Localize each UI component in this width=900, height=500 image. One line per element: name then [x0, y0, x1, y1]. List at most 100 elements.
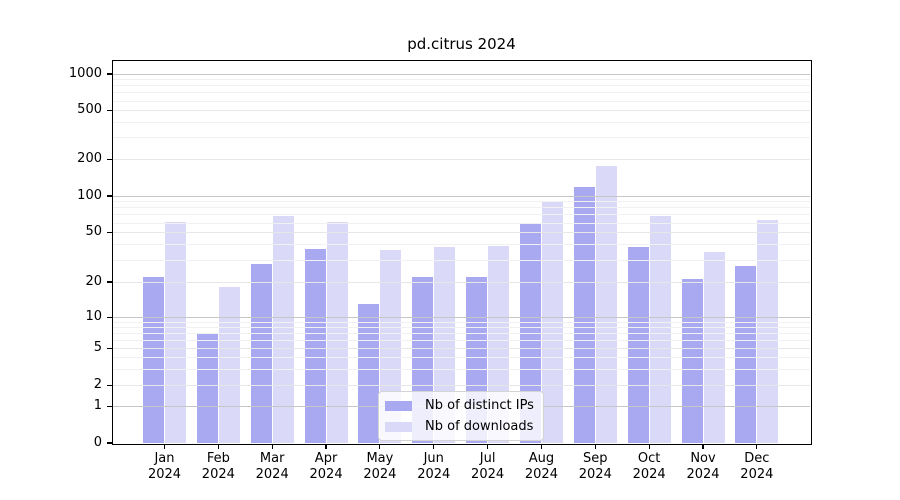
- bar-nb-of-distinct-ips-dec: [735, 265, 757, 443]
- bar-nb-of-downloads-apr: [326, 222, 348, 443]
- y-tick-label-500: 500: [77, 102, 102, 118]
- y-tick-label-10: 10: [85, 308, 102, 324]
- gridline-y-70: [113, 214, 810, 216]
- bar-nb-of-downloads-dec: [757, 219, 779, 443]
- legend-label-downloads: Nb of downloads: [425, 419, 534, 434]
- bar-nb-of-downloads-feb: [218, 287, 240, 443]
- x-tick-month-apr: Apr: [314, 451, 338, 466]
- legend-item-distinct-ips: Nb of distinct IPs: [385, 398, 535, 413]
- gridline-y-2: [113, 385, 810, 387]
- x-tick-year-sep: 2024: [578, 466, 612, 482]
- x-tick-year-apr: 2024: [309, 466, 343, 482]
- x-tick-label-apr: Apr 2024: [294, 451, 358, 482]
- x-tick-label-oct: Oct 2024: [617, 451, 681, 482]
- x-tick-year-jul: 2024: [471, 466, 505, 482]
- legend-label-distinct-ips: Nb of distinct IPs: [425, 398, 534, 413]
- x-tick-year-nov: 2024: [686, 466, 720, 482]
- gridline-y-10: [113, 316, 810, 318]
- x-tick-year-mar: 2024: [255, 466, 289, 482]
- gridline-y-900: [113, 79, 810, 81]
- gridline-y-800: [113, 85, 810, 87]
- x-tick-year-oct: 2024: [632, 466, 666, 482]
- gridline-y-90: [113, 201, 810, 203]
- gridline-y-50: [113, 232, 810, 234]
- gridline-y-700: [113, 92, 810, 94]
- y-tick-10: [106, 316, 112, 318]
- x-tick-year-dec: 2024: [740, 466, 774, 482]
- y-tick-label-1: 1: [93, 398, 102, 414]
- y-tick-label-200: 200: [77, 150, 102, 166]
- x-tick-month-nov: Nov: [690, 451, 716, 466]
- x-tick-feb: [217, 444, 219, 449]
- x-tick-jan: [163, 444, 166, 449]
- x-tick-month-mar: Mar: [259, 451, 285, 466]
- legend-swatch-downloads: [385, 421, 412, 432]
- gridline-y-300: [113, 137, 810, 139]
- gridline-y-80: [113, 207, 810, 209]
- gridline-y-8: [113, 326, 810, 328]
- y-tick-500: [106, 110, 112, 112]
- y-tick-5: [106, 347, 112, 349]
- x-tick-label-may: May 2024: [348, 451, 412, 482]
- y-tick-label-5: 5: [93, 339, 102, 355]
- x-tick-year-may: 2024: [363, 466, 397, 482]
- y-tick-200: [106, 158, 112, 160]
- x-tick-label-jan: Jan 2024: [133, 451, 197, 482]
- x-tick-apr: [325, 444, 327, 449]
- y-tick-label-100: 100: [77, 187, 102, 203]
- x-tick-month-jul: Jul: [479, 451, 496, 466]
- x-tick-jul: [487, 444, 489, 449]
- x-tick-label-feb: Feb 2024: [186, 451, 250, 482]
- x-tick-month-jun: Jun: [423, 451, 444, 466]
- x-tick-dec: [756, 444, 758, 449]
- x-tick-year-jun: 2024: [417, 466, 451, 482]
- x-tick-oct: [648, 444, 650, 449]
- y-tick-label-1000: 1000: [68, 65, 102, 81]
- bar-nb-of-distinct-ips-nov: [681, 279, 703, 443]
- y-tick-1: [106, 406, 112, 408]
- bar-nb-of-distinct-ips-sep: [573, 186, 595, 443]
- gridline-y-500: [113, 110, 810, 112]
- bar-nb-of-distinct-ips-oct: [627, 247, 649, 443]
- x-tick-month-sep: Sep: [583, 451, 608, 466]
- x-tick-label-jul: Jul 2024: [456, 451, 520, 482]
- x-tick-nov: [702, 444, 704, 449]
- gridline-y-1000: [113, 73, 810, 75]
- x-tick-year-jan: 2024: [147, 466, 182, 482]
- gridline-y-6: [113, 339, 810, 341]
- bar-nb-of-downloads-sep: [595, 165, 617, 443]
- gridline-y-5: [113, 347, 810, 349]
- x-tick-year-feb: 2024: [201, 466, 235, 482]
- x-tick-month-oct: Oct: [637, 451, 661, 466]
- x-tick-aug: [540, 444, 543, 449]
- x-tick-label-mar: Mar 2024: [240, 451, 304, 482]
- x-tick-month-dec: Dec: [744, 451, 770, 466]
- legend: Nb of distinct IPs Nb of downloads: [378, 391, 544, 441]
- y-tick-20: [106, 281, 112, 283]
- bar-nb-of-downloads-jan: [165, 222, 186, 443]
- x-tick-may: [379, 444, 381, 449]
- gridline-y-40: [113, 244, 810, 246]
- x-tick-year-aug: 2024: [524, 466, 558, 482]
- x-tick-label-aug: Aug 2024: [509, 451, 573, 482]
- gridline-y-3: [113, 368, 810, 370]
- y-tick-label-20: 20: [85, 273, 102, 289]
- gridline-y-600: [113, 100, 810, 102]
- x-tick-month-aug: Aug: [528, 451, 555, 466]
- x-tick-label-nov: Nov 2024: [671, 451, 735, 482]
- bar-nb-of-distinct-ips-apr: [304, 248, 326, 443]
- y-tick-label-2: 2: [93, 377, 102, 393]
- gridline-y-4: [113, 356, 810, 358]
- gridline-y-30: [113, 259, 810, 261]
- x-tick-mar: [271, 444, 273, 449]
- chart-title: pd.citrus 2024: [407, 35, 516, 53]
- x-tick-sep: [594, 444, 596, 449]
- x-tick-label-dec: Dec 2024: [725, 451, 789, 482]
- bar-nb-of-distinct-ips-mar: [250, 263, 272, 443]
- y-tick-label-50: 50: [85, 224, 102, 240]
- bar-nb-of-downloads-nov: [703, 251, 725, 443]
- y-tick-0: [106, 442, 112, 444]
- x-tick-month-feb: Feb: [206, 451, 230, 466]
- gridline-y-400: [113, 122, 810, 124]
